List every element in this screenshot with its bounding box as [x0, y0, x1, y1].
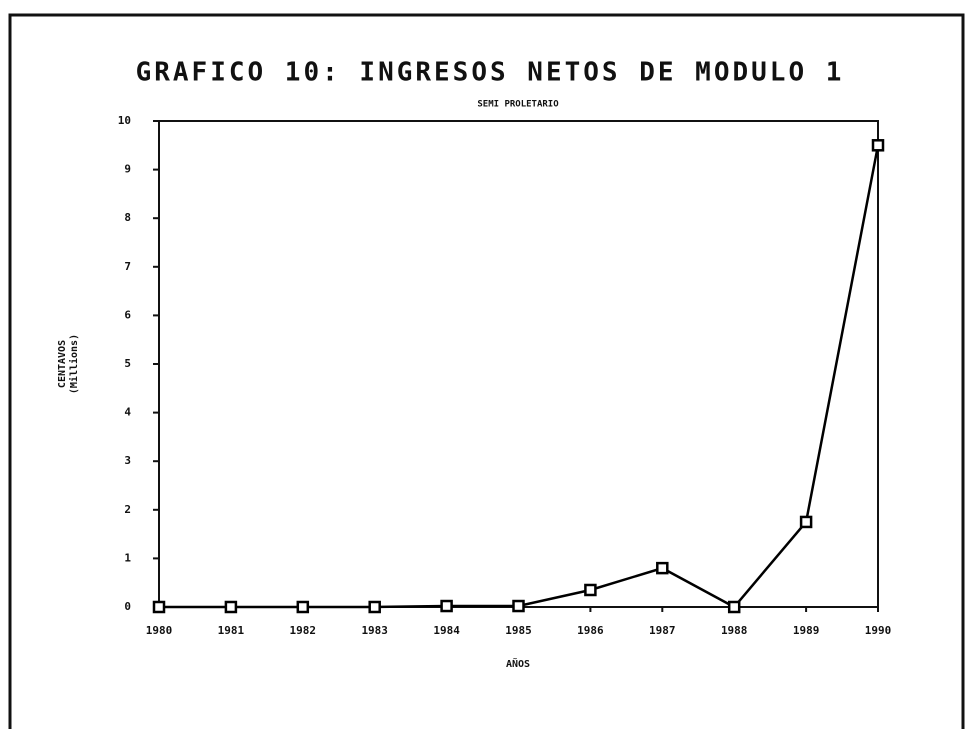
y-axis-unit: (Millions) [68, 334, 80, 394]
marker [152, 600, 166, 614]
x-tick-label: 1985 [505, 624, 532, 637]
marker [440, 599, 453, 613]
y-tick-label: 10 [118, 114, 131, 127]
marker [368, 600, 381, 614]
x-tick-label: 1986 [577, 624, 604, 637]
x-tick-label: 1983 [361, 624, 388, 637]
marker [727, 600, 741, 614]
y-tick-label: 7 [124, 260, 131, 273]
line [159, 145, 880, 609]
x-tick-label: 1990 [865, 624, 892, 637]
x-axis-label: AÑOS [506, 657, 530, 670]
x-tick-label: 1981 [218, 624, 245, 637]
y-tick-label: 6 [124, 308, 131, 321]
y-tick-label: 4 [124, 406, 131, 419]
page-frame [8, 13, 965, 729]
marker [799, 515, 813, 529]
marker [656, 561, 669, 575]
y-tick-label: 1 [124, 551, 131, 564]
y-tick-label: 0 [124, 600, 131, 613]
marker [584, 583, 597, 597]
y-tick-label: 8 [124, 211, 131, 224]
marker [224, 600, 238, 614]
x-tick-label: 1987 [649, 624, 676, 637]
y-tick-label: 9 [124, 163, 131, 176]
marker [296, 600, 310, 614]
marker [512, 599, 525, 613]
plot-frame [158, 120, 879, 608]
x-tick-label: 1980 [146, 624, 173, 637]
x-tick-label: 1988 [721, 624, 748, 637]
x-tick-label: 1989 [793, 624, 820, 637]
y-axis-label: CENTAVOS [57, 340, 68, 388]
y-tick-label: 2 [124, 503, 131, 516]
chart-subtitle: SEMI PROLETARIO [477, 100, 559, 110]
y-tick-label: 5 [124, 357, 131, 370]
x-tick-label: 1984 [433, 624, 460, 637]
chart-title: GRAFICO 10: INGRESOS NETOS DE MODULO 1 [136, 58, 845, 88]
marker [871, 139, 885, 152]
y-tick-label: 3 [124, 454, 131, 467]
x-tick-label: 1982 [290, 624, 317, 637]
